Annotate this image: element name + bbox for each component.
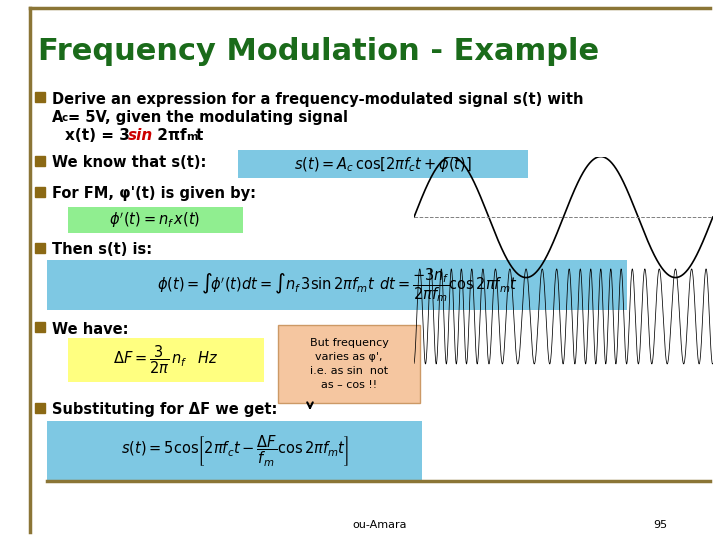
Text: c: c	[62, 113, 68, 123]
Text: 95: 95	[653, 520, 667, 530]
Text: t: t	[196, 128, 203, 143]
Bar	[278, 325, 420, 403]
Text: Frequency Modulation - Example: Frequency Modulation - Example	[38, 37, 599, 66]
Text: m: m	[186, 132, 197, 142]
Text: For FM, φ'(t) is given by:: For FM, φ'(t) is given by:	[52, 186, 256, 201]
Text: Substituting for ΔF we get:: Substituting for ΔF we get:	[52, 402, 277, 417]
Text: $s(t) = A_c\,\cos[2\pi f_c t + \phi(t)]$: $s(t) = A_c\,\cos[2\pi f_c t + \phi(t)]$	[294, 154, 472, 173]
Text: Then s(t) is:: Then s(t) is:	[52, 242, 152, 257]
Bar	[68, 338, 264, 382]
Bar	[47, 421, 422, 481]
Text: $s(t) = 5\cos\!\left[2\pi f_c t - \dfrac{\Delta F}{f_m}\cos 2\pi f_m t\right]$: $s(t) = 5\cos\!\left[2\pi f_c t - \dfrac…	[121, 434, 349, 469]
Bar	[68, 207, 243, 233]
Text: Derive an expression for a frequency-modulated signal s(t) with: Derive an expression for a frequency-mod…	[52, 92, 583, 107]
Bar	[238, 150, 528, 178]
Text: $\phi(t) = \int\!\phi'(t)dt = \int n_f\,3\sin 2\pi f_m t\;\,dt = \dfrac{-3n_f}{2: $\phi(t) = \int\!\phi'(t)dt = \int n_f\,…	[157, 266, 518, 304]
Text: We know that s(t):: We know that s(t):	[52, 155, 207, 170]
Text: sin: sin	[128, 128, 153, 143]
Text: We have:: We have:	[52, 322, 128, 337]
Text: x(t) = 3: x(t) = 3	[65, 128, 135, 143]
Bar	[47, 260, 627, 310]
Text: ou-Amara: ou-Amara	[353, 520, 408, 530]
Text: $\Delta F = \dfrac{3}{2\pi}\,n_f\;\;$ Hz: $\Delta F = \dfrac{3}{2\pi}\,n_f\;\;$ Hz	[113, 344, 219, 376]
Text: $\phi'(t) = n_f\,x(t)$: $\phi'(t) = n_f\,x(t)$	[109, 210, 201, 230]
Text: A: A	[52, 110, 63, 125]
Text: = 5V, given the modulating signal: = 5V, given the modulating signal	[68, 110, 348, 125]
Text: But frequency
varies as φ',
i.e. as sin  not
as – cos !!: But frequency varies as φ', i.e. as sin …	[310, 338, 388, 390]
Text: 2πf: 2πf	[152, 128, 186, 143]
